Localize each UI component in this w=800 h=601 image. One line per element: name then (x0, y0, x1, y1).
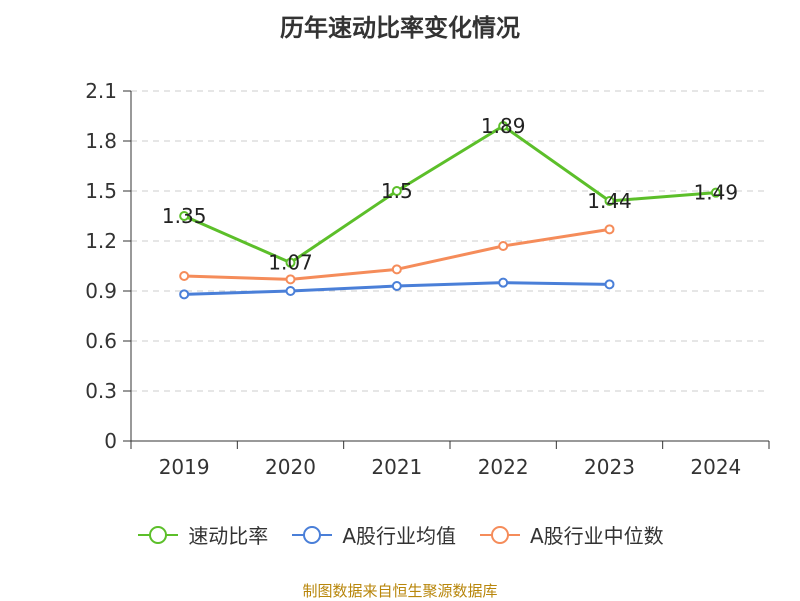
legend-item-quick-ratio[interactable]: 速动比率 (136, 520, 268, 549)
series-line-0 (183, 124, 716, 265)
data-point (285, 286, 296, 296)
data-label: 1.49 (694, 181, 739, 205)
x-tick-label: 2020 (265, 455, 316, 479)
chart-title: 历年速动比率变化情况 (280, 14, 520, 42)
x-tick-label: 2022 (478, 455, 529, 479)
data-label: 1.5 (381, 179, 413, 203)
data-point (179, 271, 190, 281)
legend-marker-quick-ratio (138, 525, 179, 544)
y-tick-label: 0 (104, 429, 117, 453)
data-point (179, 289, 190, 300)
data-point (498, 241, 509, 251)
data-label: 1.07 (268, 251, 313, 275)
data-point (710, 187, 721, 198)
data-label: 1.44 (587, 189, 632, 213)
legend-label-industry-mean: A股行业均值 (342, 524, 456, 548)
x-tick-label: 2021 (371, 455, 422, 479)
data-point (391, 264, 402, 275)
data-point (604, 224, 615, 235)
y-tick-label: 0.3 (85, 379, 117, 403)
y-tick-label: 0.9 (85, 279, 117, 303)
data-point (604, 279, 615, 290)
y-tick-label: 2.1 (85, 79, 117, 103)
source-note: 制图数据来自恒生聚源数据库 (302, 582, 498, 600)
data-point (285, 257, 296, 268)
legend-marker-industry-median (480, 525, 520, 544)
y-tick-label: 1.5 (85, 179, 117, 203)
data-point (498, 277, 509, 288)
x-tick-label: 2024 (690, 455, 741, 479)
x-tick-label: 2019 (159, 455, 210, 479)
legend-label-industry-median: A股行业中位数 (530, 524, 664, 548)
legend-item-industry-mean[interactable]: A股行业均值 (290, 520, 456, 549)
data-label: 1.35 (162, 204, 207, 228)
data-point (604, 196, 615, 206)
y-tick-label: 1.8 (85, 129, 117, 153)
data-point (391, 186, 402, 196)
x-tick-label: 2023 (584, 455, 635, 479)
legend-label-quick-ratio: 速动比率 (188, 524, 269, 548)
y-tick-label: 0.6 (85, 329, 117, 353)
data-point (391, 281, 402, 291)
legend-item-industry-median[interactable]: A股行业中位数 (478, 520, 664, 549)
legend-marker-industry-mean (292, 525, 333, 544)
data-point (285, 274, 296, 285)
data-point (179, 211, 190, 221)
y-tick-label: 1.2 (85, 229, 117, 253)
legend: 速动比率 A股行业均值 A股行业中位数 (0, 520, 800, 549)
data-label: 1.89 (481, 114, 526, 138)
data-point (498, 121, 509, 131)
